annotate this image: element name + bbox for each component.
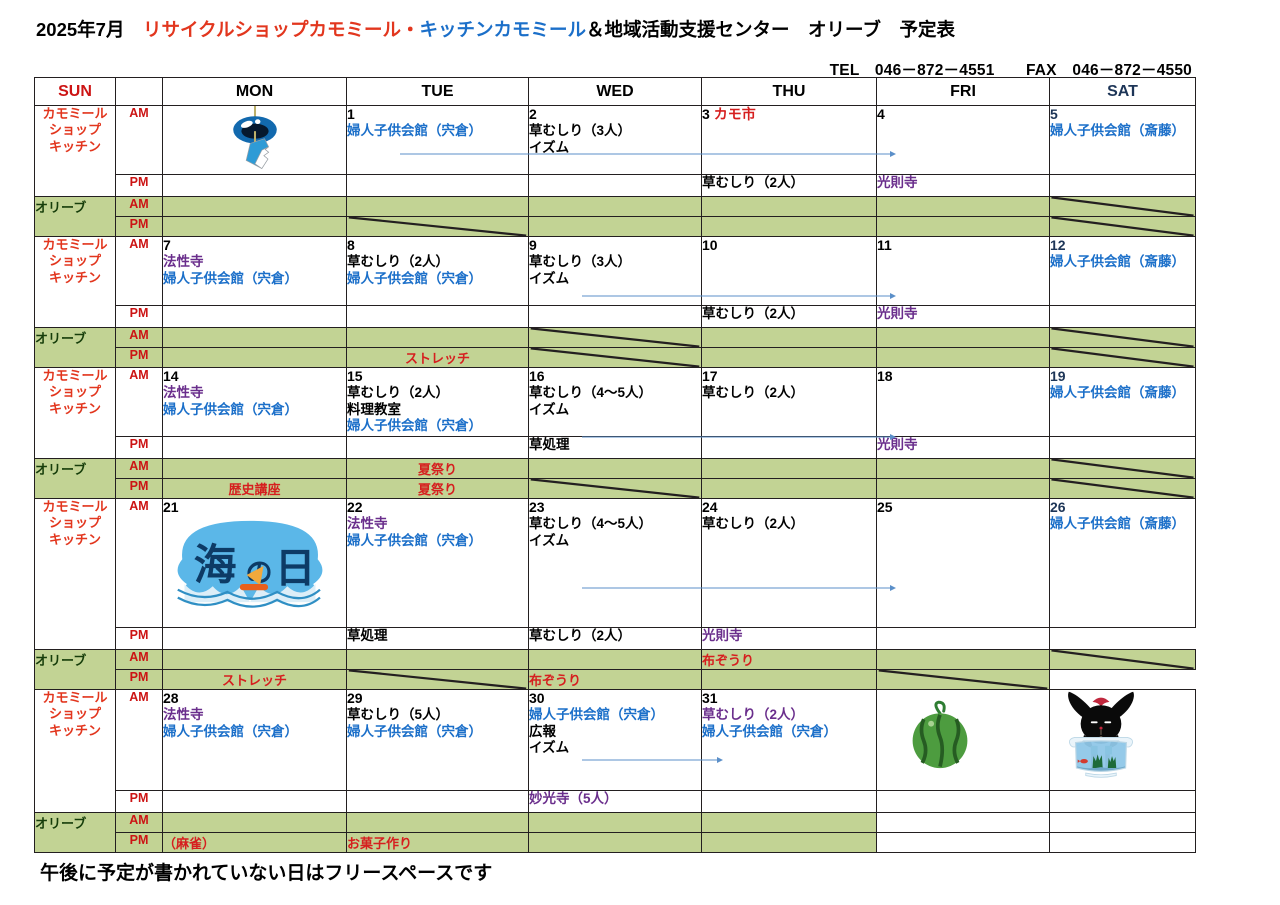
svg-text:海: 海: [194, 542, 237, 590]
svg-text:日: 日: [275, 545, 316, 591]
